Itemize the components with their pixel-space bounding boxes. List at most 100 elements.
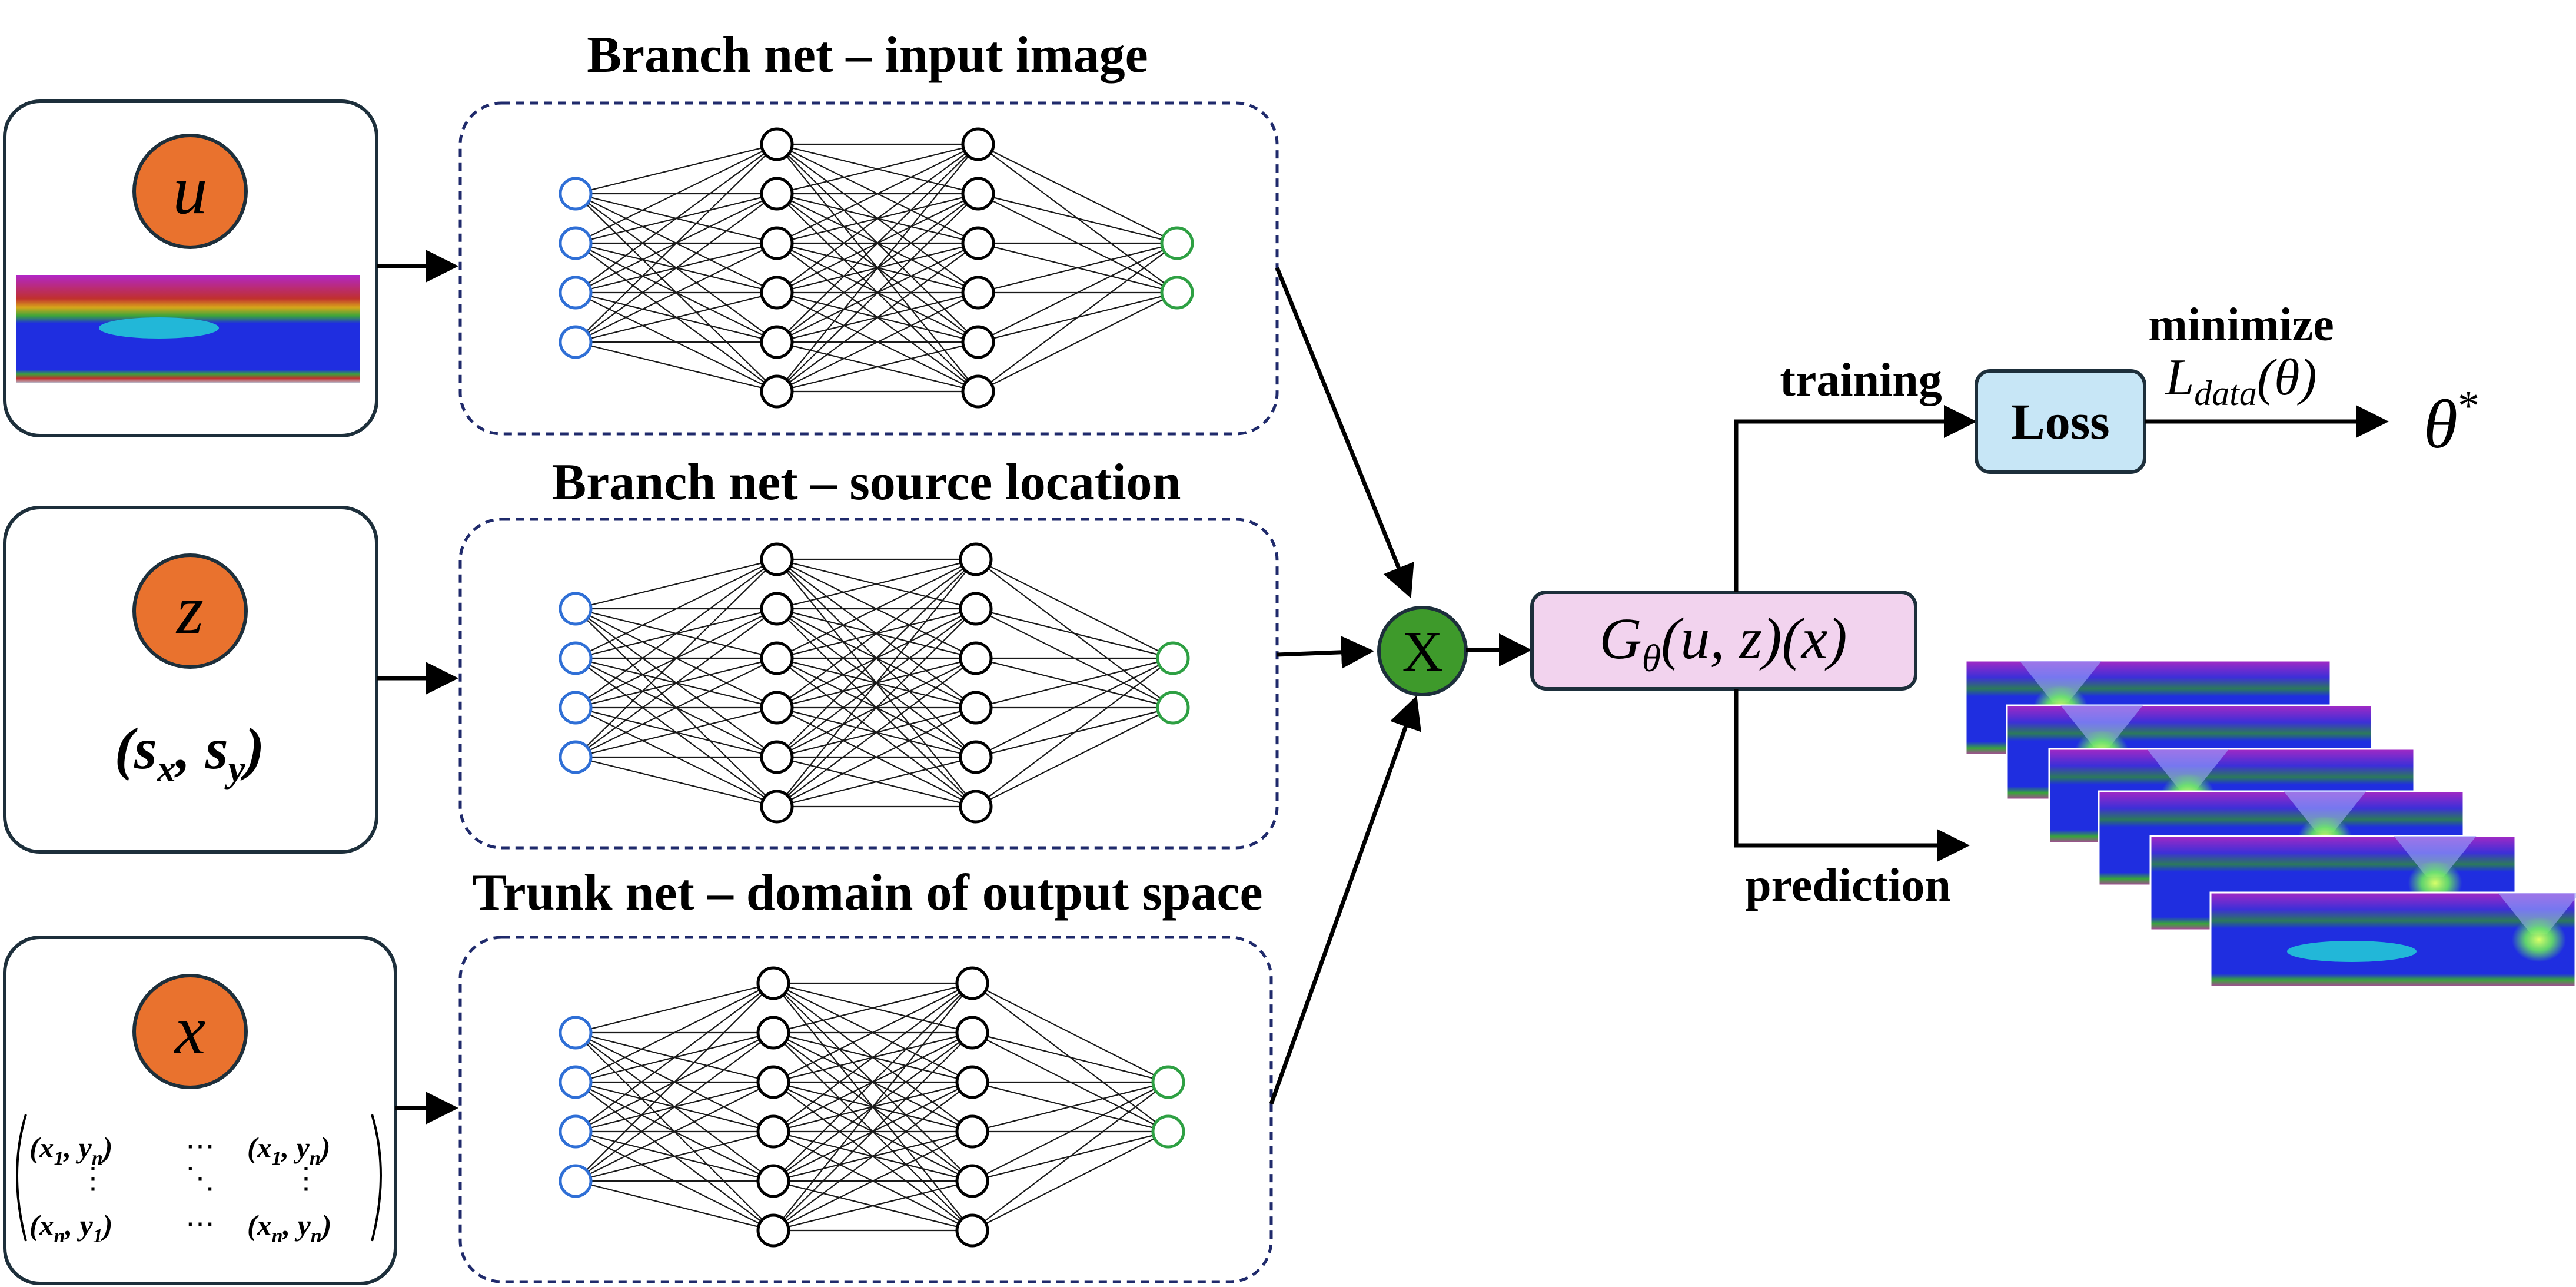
network-edge xyxy=(776,559,976,758)
arrow-operator-to-prediction xyxy=(1734,689,1970,862)
network-edge xyxy=(776,756,976,808)
network-edge xyxy=(773,983,973,1083)
hidden-neuron xyxy=(756,1016,790,1050)
hidden-neuron xyxy=(760,374,794,409)
svg-text:⋮: ⋮ xyxy=(291,1162,321,1195)
network-edge xyxy=(773,1131,973,1231)
network-edge xyxy=(972,1131,1169,1231)
hidden-neuron xyxy=(756,1164,790,1198)
domain-matrix: (x1, yn) ⋯ (x1, yn) ⋮ ⋱ ⋮ (xn, y1) ⋯ (xn… xyxy=(16,1114,382,1247)
input-image-panel: u xyxy=(3,99,378,437)
trunk-net-title: Trunk net – domain of output space xyxy=(472,864,1262,921)
network-edge xyxy=(978,242,1178,294)
hidden-neuron xyxy=(959,641,993,675)
network-edge xyxy=(575,756,777,808)
network-edge xyxy=(773,983,973,1182)
network-edge xyxy=(575,983,774,1132)
predicted-fields-stack xyxy=(1965,659,2576,988)
operator-box: Gθ(u, z)(x) xyxy=(1530,591,1917,691)
objective-label: Ldata(θ) xyxy=(2164,349,2316,413)
input-u-circle xyxy=(132,134,248,249)
input-neuron xyxy=(559,177,593,211)
input-z-circle xyxy=(132,553,248,669)
network-edge xyxy=(776,559,976,807)
network-2 xyxy=(559,966,1185,1248)
network-edge xyxy=(575,559,777,659)
network-edge xyxy=(575,243,777,343)
svg-text:⋮: ⋮ xyxy=(78,1162,108,1195)
network-edge xyxy=(776,144,979,392)
branch-net-image-box xyxy=(458,101,1279,436)
network-edge xyxy=(978,243,1178,343)
input-neuron xyxy=(559,1016,593,1050)
hidden-neuron xyxy=(959,542,993,576)
input-source-panel: z (sx, sy) xyxy=(3,506,378,854)
hidden-neuron xyxy=(959,740,993,774)
network-edge xyxy=(972,1031,1169,1083)
hidden-neuron xyxy=(760,276,794,310)
network-edge xyxy=(575,1180,774,1232)
svg-text:⋱: ⋱ xyxy=(185,1162,215,1195)
network-edge xyxy=(575,608,777,758)
network-edge xyxy=(575,144,777,293)
network-edge xyxy=(972,983,1169,1083)
input-x-symbol: x xyxy=(174,991,205,1069)
network-edge xyxy=(975,658,1174,758)
network-edge xyxy=(773,983,973,1231)
network-edge xyxy=(978,144,1178,244)
hidden-neuron xyxy=(760,127,794,161)
input-neuron xyxy=(559,641,593,675)
hidden-neuron xyxy=(760,691,794,725)
network-edge xyxy=(575,559,777,708)
network-edge xyxy=(776,341,979,393)
arrow-trunk-to-combine xyxy=(1269,695,1421,1105)
input-neuron xyxy=(559,740,593,774)
output-neuron xyxy=(1151,1114,1185,1149)
output-neuron xyxy=(1160,276,1194,310)
network-edge xyxy=(575,144,777,343)
svg-text:⋯: ⋯ xyxy=(185,1129,215,1162)
hidden-neuron xyxy=(961,127,995,161)
svg-text:(x1, yn): (x1, yn) xyxy=(247,1131,330,1169)
network-edge xyxy=(575,341,777,393)
svg-text:(xn, y1): (xn, y1) xyxy=(29,1209,112,1247)
network-edge xyxy=(972,1081,1169,1133)
loss-box: Loss xyxy=(1975,369,2146,474)
svg-text:⋯: ⋯ xyxy=(185,1207,215,1240)
input-neuron xyxy=(559,592,593,626)
input-neuron xyxy=(559,276,593,310)
hidden-neuron xyxy=(760,325,794,359)
branch-net-source-title: Branch net – source location xyxy=(552,454,1181,511)
network-edge xyxy=(975,608,1174,659)
network-edge xyxy=(975,707,1174,807)
svg-text:(x1, yn): (x1, yn) xyxy=(29,1131,112,1169)
hidden-neuron xyxy=(955,966,989,1000)
trunk-net-box xyxy=(458,936,1273,1283)
input-u-symbol: u xyxy=(173,151,208,228)
network-edge xyxy=(575,143,777,195)
hidden-neuron xyxy=(756,1114,790,1149)
network-edge xyxy=(575,706,777,758)
hidden-neuron xyxy=(961,276,995,310)
hidden-neuron xyxy=(760,641,794,675)
hidden-neuron xyxy=(955,1016,989,1050)
hidden-neuron xyxy=(955,1164,989,1198)
network-edge xyxy=(776,144,979,244)
network-edge xyxy=(773,1082,973,1231)
hidden-neuron xyxy=(961,374,995,409)
combine-symbol: X xyxy=(1402,620,1442,683)
hidden-neuron xyxy=(955,1065,989,1099)
network-edge xyxy=(975,658,1174,807)
hidden-neuron xyxy=(760,542,794,576)
hidden-neuron xyxy=(961,177,995,211)
optimal-theta: θ* xyxy=(2424,382,2479,463)
prediction-label: prediction xyxy=(1745,860,1951,911)
network-edge xyxy=(575,291,777,343)
input-neuron xyxy=(559,1065,593,1099)
input-x-circle xyxy=(132,974,248,1089)
hidden-neuron xyxy=(955,1114,989,1149)
hidden-neuron xyxy=(955,1213,989,1248)
network-edge xyxy=(773,983,973,1132)
network-edge xyxy=(575,559,777,758)
